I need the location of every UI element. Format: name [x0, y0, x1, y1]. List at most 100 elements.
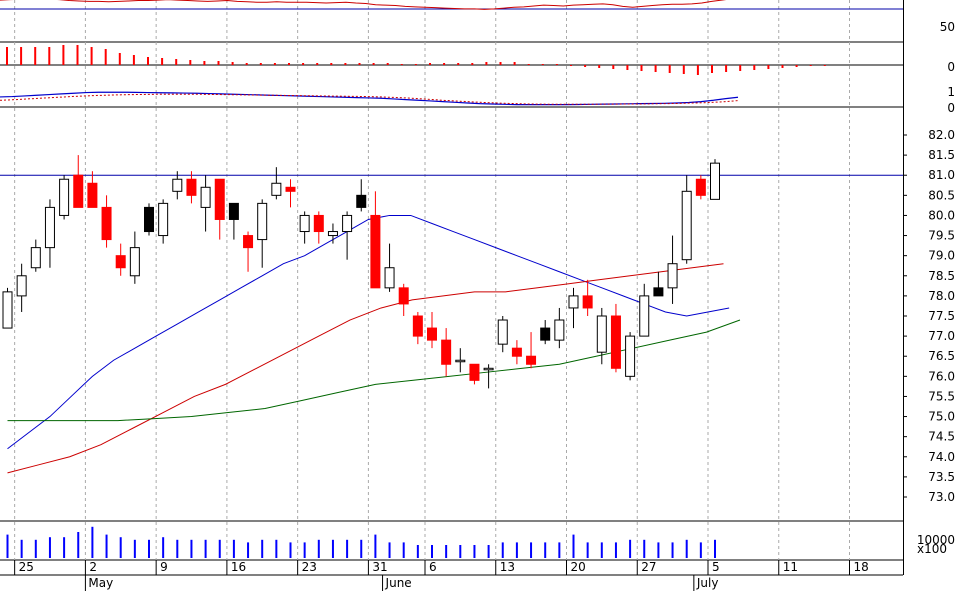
- candle-body: [299, 214, 310, 233]
- price-tick-label: 77.5: [928, 309, 955, 323]
- candle-body: [511, 347, 522, 357]
- price-tick-label: 81.0: [928, 168, 955, 182]
- moving-average-blue: [7, 214, 730, 450]
- candle-body: [30, 247, 41, 269]
- date-tick-label: 11: [783, 560, 798, 574]
- histogram-tick-label: 0: [947, 60, 955, 74]
- candle-body: [172, 178, 183, 192]
- price-tick-label: 79.5: [928, 229, 955, 243]
- panels-layer: [0, 0, 903, 558]
- rsi-tick-label: 50: [940, 20, 955, 34]
- candle-body: [87, 182, 98, 208]
- price-tick-label: 78.0: [928, 289, 955, 303]
- candle-body: [101, 206, 112, 241]
- grid-layer: [0, 0, 904, 576]
- candle-body: [639, 295, 650, 337]
- candle-body: [257, 202, 268, 241]
- price-tick-label: 82.0: [928, 128, 955, 142]
- month-label: May: [88, 576, 113, 590]
- candle-body: [469, 363, 480, 381]
- price-tick-label: 78.5: [928, 269, 955, 283]
- candle-body: [710, 162, 720, 200]
- date-tick-label: 20: [571, 560, 586, 574]
- price-tick-label: 77.0: [928, 329, 955, 343]
- candle-body: [554, 319, 565, 341]
- candle-body: [625, 335, 636, 377]
- candle-body: [582, 295, 593, 309]
- candle-body: [370, 214, 381, 289]
- rsi-line: [0, 0, 727, 10]
- price-tick-label: 75.5: [928, 389, 955, 403]
- candle-body: [285, 186, 296, 192]
- price-tick-label: 74.5: [928, 430, 955, 444]
- candle-body: [59, 178, 70, 216]
- candle-body: [497, 319, 508, 345]
- candle-body: [327, 231, 338, 237]
- price-tick-label: 73.0: [928, 490, 955, 504]
- candle-body: [483, 367, 494, 371]
- candle-body: [214, 178, 225, 220]
- candle-body: [540, 327, 551, 341]
- candle-body: [412, 315, 423, 337]
- candle-body: [200, 186, 211, 208]
- macd-tick-label: 0: [947, 101, 955, 115]
- price-tick-label: 80.5: [928, 188, 955, 202]
- candle-body: [455, 359, 466, 363]
- price-tick-label: 74.0: [928, 450, 955, 464]
- axis-layer: 50 0 1 0 82.0 81.5 81.0 80.5 80.0 79.5 79.0 78.5 78.…: [14, 20, 955, 591]
- candle-body: [44, 206, 55, 249]
- candle-body: [427, 327, 437, 341]
- candle-body: [596, 315, 607, 353]
- candle-body: [129, 247, 140, 277]
- date-tick-label: 27: [641, 560, 656, 574]
- candle-body: [526, 355, 537, 365]
- candle-body: [16, 275, 27, 297]
- volume-tick-label: 10000: [917, 533, 955, 547]
- candle-body: [398, 287, 409, 305]
- price-tick-label: 75.0: [928, 410, 955, 424]
- date-tick-label: 9: [160, 560, 168, 574]
- candle-body: [568, 295, 579, 309]
- candle-body: [243, 235, 254, 249]
- date-tick-label: 25: [19, 560, 34, 574]
- month-label: July: [696, 576, 719, 590]
- date-tick-label: 18: [854, 560, 869, 574]
- volume-unit-label: x100: [917, 542, 947, 556]
- candle-body: [144, 206, 154, 233]
- candle-body: [228, 202, 239, 220]
- date-tick-label: 6: [429, 560, 437, 574]
- candle-body: [356, 194, 367, 208]
- date-tick-label: 13: [500, 560, 515, 574]
- date-tick-label: 23: [302, 560, 317, 574]
- candle-body: [441, 339, 452, 365]
- price-tick-label: 76.0: [928, 369, 955, 383]
- price-tick-label: 73.5: [928, 470, 955, 484]
- price-tick-label: 81.5: [928, 148, 955, 162]
- macd-tick-label: 1: [947, 85, 955, 99]
- candle-body: [2, 291, 13, 329]
- candle-body: [610, 315, 621, 369]
- moving-average-red: [7, 263, 724, 474]
- candle-body: [342, 214, 353, 233]
- price-tick-label: 80.0: [928, 208, 955, 222]
- candle-body: [384, 267, 395, 289]
- candle-body: [681, 190, 692, 261]
- candle-body: [73, 174, 84, 208]
- candle-body: [313, 214, 324, 233]
- candle-body: [271, 182, 282, 196]
- price-tick-label: 79.0: [928, 249, 955, 263]
- candle-body: [695, 178, 706, 196]
- macd-line: [0, 91, 739, 106]
- date-tick-label: 2: [89, 560, 97, 574]
- price-tick-label: 76.5: [928, 349, 955, 363]
- candle-body: [186, 178, 197, 196]
- candle-body: [158, 202, 169, 237]
- month-label: June: [385, 576, 412, 590]
- candle-body: [115, 255, 126, 269]
- date-tick-label: 16: [231, 560, 246, 574]
- date-tick-label: 31: [372, 560, 387, 574]
- date-tick-label: 5: [712, 560, 720, 574]
- candle-body: [653, 287, 664, 297]
